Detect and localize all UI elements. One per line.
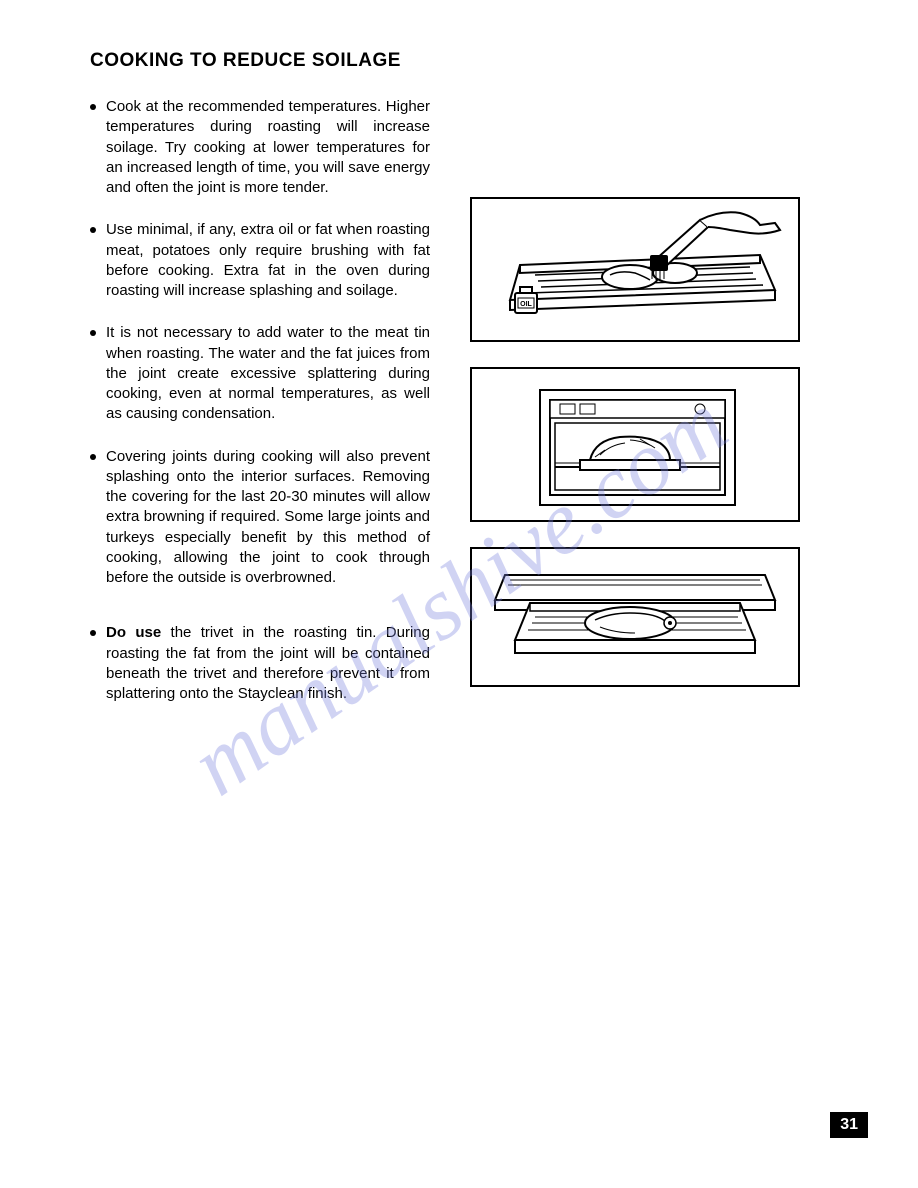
page-heading: COOKING TO REDUCE SOILAGE [90,50,868,72]
bullet-item: Cook at the recommended temperatures. Hi… [90,97,430,198]
bullet-text: Use minimal, if any, extra oil or fat wh… [106,220,430,301]
roasting-tray-illustration: OIL [480,205,790,335]
bullet-text: It is not necessary to add water to the … [106,323,430,424]
figure-oven-trivet [470,547,800,687]
bullet-item: Covering joints during cooking will also… [90,447,430,589]
bullet-text: Do use the trivet in the roasting tin. D… [106,623,430,704]
figure-column: OIL [470,97,800,726]
content-wrapper: Cook at the recommended temperatures. Hi… [90,97,868,726]
bullet-marker [90,630,96,636]
oven-covered-illustration [480,375,790,515]
bullet-item: Use minimal, if any, extra oil or fat wh… [90,220,430,301]
bullet-text: Covering joints during cooking will also… [106,447,430,589]
bullet-item: Do use the trivet in the roasting tin. D… [90,623,430,704]
bold-prefix: Do use [106,624,161,641]
page-number: 31 [830,1112,868,1138]
bullet-marker [90,104,96,110]
oven-trivet-illustration [480,555,790,680]
text-column: Cook at the recommended temperatures. Hi… [90,97,430,726]
svg-text:OIL: OIL [520,301,532,308]
figure-roasting-tray: OIL [470,197,800,342]
bullet-text: Cook at the recommended temperatures. Hi… [106,97,430,198]
figure-oven-covered [470,367,800,522]
bullet-marker [90,330,96,336]
bullet-item: It is not necessary to add water to the … [90,323,430,424]
bullet-marker [90,454,96,460]
bullet-marker [90,227,96,233]
